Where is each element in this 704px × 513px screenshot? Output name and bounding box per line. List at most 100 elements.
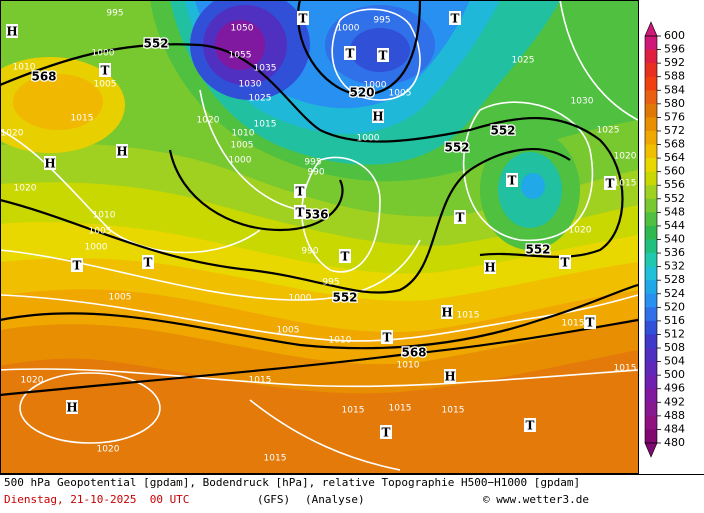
isobar-label: 1015 [254, 120, 277, 130]
isobar-label: 1055 [229, 51, 252, 61]
pressure-center: H [6, 25, 17, 39]
isobar-label: 1000 [289, 294, 312, 304]
isobar-label: 1000 [85, 243, 108, 253]
map-field [0, 0, 638, 473]
pressure-center: T [379, 49, 388, 63]
colorbar-label: 600 [664, 29, 685, 42]
colorbar-label: 480 [664, 436, 685, 449]
isobar-label: 995 [304, 158, 321, 168]
isobar-label: 1005 [89, 227, 112, 237]
pressure-center: H [441, 306, 452, 320]
isobar-label: 1030 [571, 97, 594, 107]
colorbar-segment [645, 49, 657, 64]
pressure-center: T [299, 12, 308, 26]
center-box [99, 63, 111, 77]
center-box [380, 425, 392, 439]
colorbar-label: 580 [664, 97, 685, 110]
pressure-center: T [561, 256, 570, 270]
colorbar-segment [645, 307, 657, 322]
isobar-label: 1015 [562, 319, 585, 329]
colorbar-label: 516 [664, 314, 685, 327]
isobar-label: 1030 [239, 80, 262, 90]
pressure-center: H [372, 110, 383, 124]
colorbar-label: 488 [664, 409, 685, 422]
colorbar-segment [645, 185, 657, 200]
isobar-label: 1015 [614, 364, 637, 374]
colorbar-segment [645, 415, 657, 430]
footer-credit: © www.wetter3.de [483, 493, 589, 506]
isobar-label: 1015 [614, 179, 637, 189]
center-box [559, 255, 571, 269]
isobar-label: 1020 [197, 116, 220, 126]
colorbar-segment [645, 212, 657, 227]
colorbar-label: 596 [664, 43, 685, 56]
center-box [339, 249, 351, 263]
pressure-center: H [116, 145, 127, 159]
geopotential-label: 552 [490, 124, 515, 138]
colorbar-label: 584 [664, 83, 685, 96]
center-box [584, 315, 596, 329]
isobar-label: 1020 [21, 376, 44, 386]
pressure-center: T [144, 256, 153, 270]
isobar-label: 1050 [231, 24, 254, 34]
center-box [116, 144, 128, 158]
colorbar-segment [645, 361, 657, 376]
isobar-label: 1025 [249, 94, 272, 104]
colorbar-segment [645, 348, 657, 363]
colorbar-label: 548 [664, 205, 685, 218]
isobar-label: 1005 [109, 293, 132, 303]
colorbar-segment [645, 130, 657, 146]
geopotential-label: 568 [401, 346, 426, 360]
isobar-label: 1020 [614, 152, 637, 162]
isobar-label: 1000 [357, 134, 380, 144]
colorbar-label: 592 [664, 56, 685, 69]
isobars [0, 0, 638, 471]
colorbar-label: 536 [664, 246, 685, 259]
pressure-center: T [296, 185, 305, 199]
footer-title: 500 hPa Geopotential [gpdam], Bodendruck… [4, 476, 580, 489]
colorbar-segment [645, 76, 657, 91]
center-box [297, 11, 309, 25]
center-box [66, 400, 78, 414]
isobar-label: 1015 [342, 406, 365, 416]
pressure-center: T [526, 419, 535, 433]
colorbar-label: 564 [664, 151, 685, 164]
map-frame [0, 0, 639, 474]
footer-date: Dienstag, 21-10-2025 00 UTC [4, 493, 189, 506]
center-box [444, 369, 456, 383]
colorbar-segment [645, 320, 657, 335]
isobar-label: 990 [307, 168, 324, 178]
isobar-label: 1000 [92, 49, 115, 59]
geopotential-label: 552 [332, 291, 357, 305]
colorbar-segment [645, 63, 657, 78]
isobar-label: 1020 [569, 226, 592, 236]
center-box [506, 173, 518, 187]
colorbar-segment [645, 198, 657, 213]
center-box [449, 11, 461, 25]
isobar-label: 1015 [389, 404, 412, 414]
colorbar-label: 528 [664, 273, 685, 286]
colorbar-label: 560 [664, 165, 685, 178]
center-box [484, 260, 496, 274]
center-box [344, 46, 356, 60]
colorbar-label: 520 [664, 300, 685, 313]
colorbar: 6005965925885845805765725685645605565525… [644, 21, 685, 458]
colorbar-arrow-bottom [644, 442, 658, 458]
isobar-label: 1015 [249, 376, 272, 386]
isobar-label: 1020 [97, 445, 120, 455]
pressure-center: T [456, 211, 465, 225]
colorbar-label: 512 [664, 327, 685, 340]
geopotential-label: 568 [31, 70, 56, 84]
center-box [294, 184, 306, 198]
colorbar-segment [645, 90, 657, 105]
colorbar-segment [645, 144, 657, 159]
isobar-label: 995 [322, 278, 339, 288]
isobar-label: 995 [373, 16, 390, 26]
pressure-center: H [66, 401, 77, 415]
center-box [71, 258, 83, 272]
colorbar-segment [645, 429, 657, 444]
center-box [524, 418, 536, 432]
colorbar-label: 500 [664, 368, 685, 381]
